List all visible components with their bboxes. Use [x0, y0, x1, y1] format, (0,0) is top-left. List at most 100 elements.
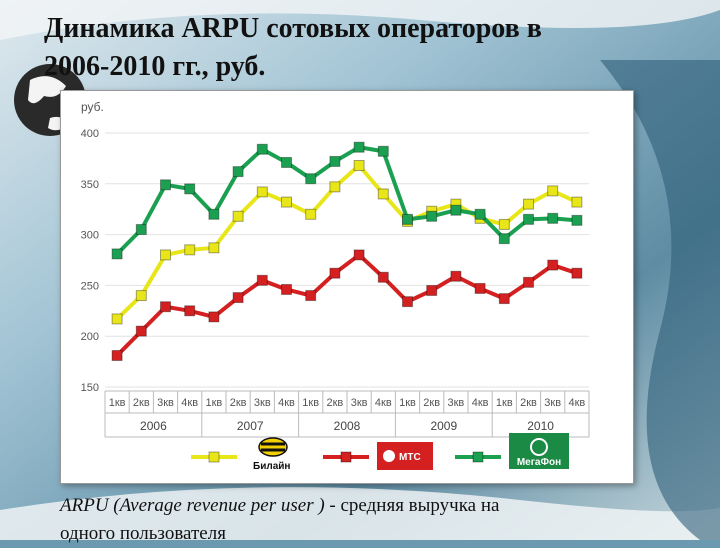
year-label: 2006 [140, 419, 167, 433]
data-point [498, 218, 510, 230]
legend-label: МТС [399, 452, 421, 463]
caption-term: ARPU (Average revenue per user ) [60, 495, 325, 516]
legend-marker [340, 451, 352, 463]
data-point [377, 145, 389, 157]
y-tick-label: 350 [81, 179, 99, 191]
x-tick-label: 2кв [327, 397, 344, 409]
mts-logo-egg-icon [383, 450, 395, 462]
data-point [402, 213, 413, 225]
data-point [523, 213, 534, 225]
data-point [208, 208, 220, 220]
data-point [353, 160, 365, 172]
data-point [281, 283, 292, 295]
year-label: 2009 [430, 419, 457, 433]
x-tick-label: 2кв [423, 397, 440, 409]
legend-marker [472, 451, 484, 463]
title-line-1: Динамика ARPU сотовых операторов в [44, 13, 542, 44]
data-point [160, 301, 171, 313]
caption-definition: - средняя выручка на [324, 495, 500, 516]
data-point [111, 313, 123, 325]
data-point [329, 267, 341, 279]
legend-label: МегаФон [517, 457, 561, 468]
arpu-definition-caption: ARPU (Average revenue per user ) - средн… [60, 492, 710, 548]
data-point [571, 214, 583, 226]
data-point [547, 259, 559, 271]
y-unit-label: руб. [81, 100, 104, 114]
data-point [305, 208, 317, 220]
beeline-logo-icon [258, 437, 288, 457]
x-tick-label: 4кв [278, 397, 295, 409]
x-tick-label: 3кв [254, 397, 271, 409]
x-tick-label: 3кв [351, 397, 368, 409]
x-tick-label: 1кв [206, 397, 223, 409]
y-tick-label: 300 [81, 230, 99, 242]
data-point [232, 292, 244, 304]
y-tick-label: 200 [81, 331, 99, 343]
data-point [450, 270, 462, 282]
data-point [353, 249, 365, 261]
data-point [135, 290, 147, 302]
data-point [523, 198, 534, 210]
data-point [111, 350, 123, 362]
data-point [305, 290, 317, 302]
chart-panel: руб. 150 200 250 300 350 400 1кв 2кв 3кв 4кв 1кв 2кв… [60, 90, 634, 484]
data-point [305, 173, 317, 185]
x-tick-label: 4кв [569, 397, 586, 409]
y-tick-label: 250 [81, 280, 99, 292]
legend-marker [208, 451, 220, 463]
data-point [232, 166, 244, 178]
data-point [329, 155, 341, 167]
y-tick-label: 150 [81, 382, 99, 394]
data-point [377, 271, 389, 283]
data-point [474, 208, 486, 220]
x-tick-label: 4кв [472, 397, 489, 409]
data-point [160, 179, 171, 191]
x-tick-label: 2кв [230, 397, 247, 409]
x-tick-label: 2кв [133, 397, 150, 409]
data-point [184, 305, 196, 317]
arpu-line-chart: руб. 150 200 250 300 350 400 1кв 2кв 3кв 4кв 1кв 2кв… [81, 100, 590, 472]
data-point [426, 210, 438, 222]
year-label: 2008 [334, 419, 361, 433]
data-point [377, 188, 389, 200]
x-tick-label: 4кв [181, 397, 198, 409]
data-point [498, 293, 510, 305]
data-point [208, 242, 220, 254]
data-point [256, 143, 268, 155]
data-point [523, 276, 534, 288]
data-point [184, 183, 196, 195]
data-point [474, 282, 486, 294]
data-point [135, 325, 147, 337]
data-point [208, 311, 220, 323]
data-point [571, 196, 583, 208]
data-point [402, 296, 413, 308]
caption-definition-line2: одного пользователя [60, 523, 226, 544]
data-point [135, 224, 147, 236]
data-point [450, 204, 462, 216]
data-point [281, 156, 292, 168]
data-point [160, 249, 171, 261]
x-tick-label: 3кв [157, 397, 174, 409]
data-point [353, 141, 365, 153]
x-tick-label: 4кв [375, 397, 392, 409]
data-point [256, 274, 268, 286]
x-tick-label: 2кв [520, 397, 537, 409]
data-point [426, 284, 438, 296]
megafon-logo-mark-icon [530, 438, 548, 456]
data-point [281, 196, 292, 208]
series-line [115, 252, 578, 357]
data-point [329, 181, 341, 193]
x-tick-label: 1кв [302, 397, 319, 409]
data-point [571, 267, 583, 279]
legend-label: Билайн [253, 461, 290, 472]
title-line-2: 2006-2010 гг., руб. [44, 51, 266, 82]
y-tick-label: 400 [81, 128, 99, 140]
year-label: 2010 [527, 419, 554, 433]
x-tick-label: 1кв [496, 397, 513, 409]
x-tick-label: 1кв [109, 397, 126, 409]
data-point [547, 185, 559, 197]
data-point [498, 233, 510, 245]
x-tick-label: 1кв [399, 397, 416, 409]
data-point [184, 244, 196, 256]
data-point [547, 212, 559, 224]
